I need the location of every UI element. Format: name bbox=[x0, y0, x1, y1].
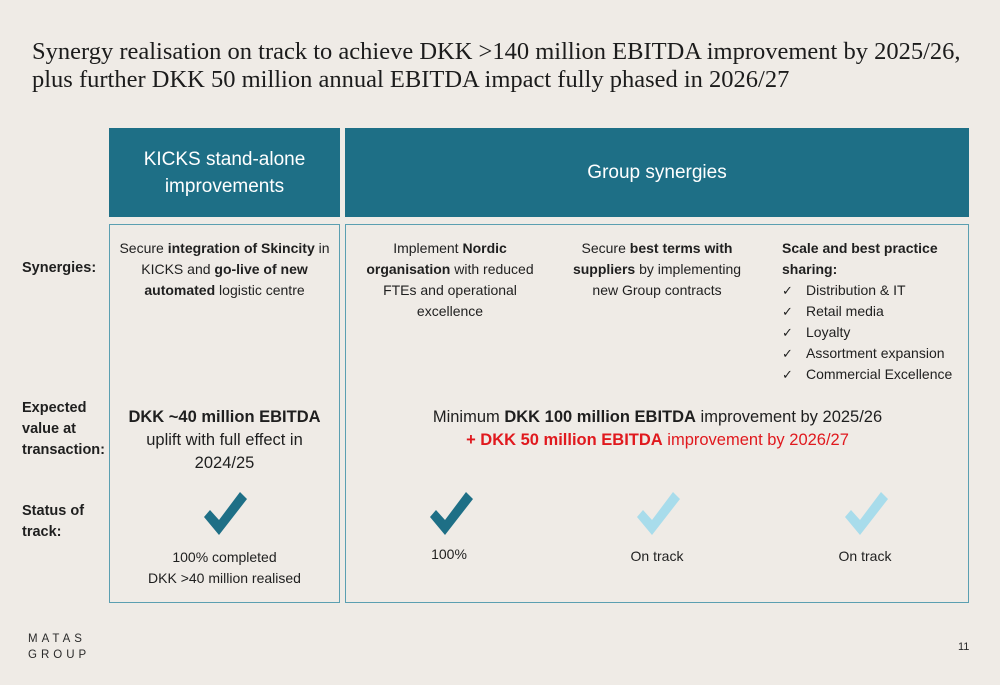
expected-kicks-bold: DKK ~40 million EBITDA bbox=[128, 408, 321, 426]
check-done-icon bbox=[430, 492, 473, 535]
synergy-kicks-b2: go-live of new automated bbox=[144, 261, 308, 298]
synergy-kicks-p3: logistic centre bbox=[215, 282, 305, 298]
row-label-synergies: Synergies: bbox=[22, 260, 97, 276]
header-group-synergies: Group synergies bbox=[345, 128, 969, 217]
checkmark-icon: ✓ bbox=[782, 304, 793, 319]
kicks-panel bbox=[109, 224, 340, 603]
synergy-suppliers-text: Secure best terms with suppliers by impl… bbox=[566, 238, 748, 301]
synergy-nordic-p1: Implement bbox=[393, 240, 463, 256]
checkmark-icon: ✓ bbox=[782, 325, 793, 340]
page-title: Synergy realisation on track to achieve … bbox=[32, 38, 961, 93]
scale-list-item: ✓ Loyalty bbox=[782, 322, 962, 343]
scale-items: ✓ Distribution & IT ✓ Retail media ✓ Loyalty ✓… bbox=[782, 280, 962, 385]
synergy-kicks-b1: integration of Skincity bbox=[167, 240, 315, 256]
scale-list-item: ✓ Commercial Excellence bbox=[782, 364, 962, 385]
scale-list-item-label: Loyalty bbox=[806, 324, 851, 340]
synergy-nordic-b1: Nordic organisation bbox=[366, 240, 507, 277]
expected-kicks-rest: uplift with full effect in 2024/25 bbox=[146, 431, 303, 472]
scale-heading: Scale and best practice sharing: bbox=[782, 240, 938, 277]
group-panel bbox=[345, 224, 969, 603]
matas-group-logo: MATAS GROUP bbox=[28, 631, 90, 663]
scale-list-item: ✓ Retail media bbox=[782, 301, 962, 322]
status-kicks-line1: 100% completed bbox=[172, 549, 277, 565]
synergy-suppliers-p1: Secure bbox=[581, 240, 630, 256]
scale-list-item-label: Retail media bbox=[806, 303, 884, 319]
expected-group-pre: Minimum bbox=[432, 408, 505, 426]
synergy-suppliers-p2: by implementing new Group contracts bbox=[592, 261, 742, 298]
checkmark-icon: ✓ bbox=[782, 283, 793, 298]
status-nordic: 100% bbox=[431, 546, 467, 562]
synergy-kicks-text: Secure integration of Skincity in KICKS … bbox=[118, 238, 331, 301]
expected-group-red-bold: + DKK 50 million EBITDA bbox=[466, 431, 663, 449]
synergy-scale-list: Scale and best practice sharing: ✓ Distri… bbox=[782, 238, 962, 385]
check-on-track-icon bbox=[637, 492, 680, 535]
expected-value-kicks: DKK ~40 million EBITDA uplift with full … bbox=[118, 406, 331, 475]
scale-list-item: ✓ Assortment expansion bbox=[782, 343, 962, 364]
expected-value-group: Minimum DKK 100 million EBITDA improveme… bbox=[360, 406, 955, 452]
expected-group-bold: DKK 100 million EBITDA bbox=[504, 408, 696, 426]
status-suppliers: On track bbox=[630, 548, 684, 564]
logo-line1: MATAS bbox=[28, 633, 86, 645]
status-scale: On track bbox=[838, 548, 892, 564]
scale-list-item-label: Distribution & IT bbox=[806, 282, 906, 298]
status-kicks-line2: DKK >40 million realised bbox=[148, 570, 301, 586]
header-kicks-label: KICKS stand-alone improvements bbox=[143, 148, 306, 197]
checkmark-icon: ✓ bbox=[782, 346, 793, 361]
check-on-track-icon bbox=[845, 492, 888, 535]
scale-list-item: ✓ Distribution & IT bbox=[782, 280, 962, 301]
check-done-icon bbox=[204, 492, 247, 535]
row-label-status: Status of track: bbox=[22, 503, 85, 540]
row-label-expected-value: Expected value at transaction: bbox=[22, 400, 105, 458]
expected-group-red-post: improvement by 2026/27 bbox=[662, 431, 849, 449]
synergy-suppliers-b1: best terms with suppliers bbox=[572, 240, 733, 277]
page-number: 11 bbox=[958, 641, 970, 653]
scale-list-item-label: Assortment expansion bbox=[806, 345, 945, 361]
synergy-nordic-text: Implement Nordic organisation with reduc… bbox=[360, 238, 540, 322]
header-group-label: Group synergies bbox=[587, 162, 727, 183]
synergy-kicks-p1: Secure bbox=[119, 240, 168, 256]
logo-line2: GROUP bbox=[28, 649, 91, 661]
status-kicks: 100% completed DKK >40 million realised bbox=[118, 547, 331, 589]
checkmark-icon: ✓ bbox=[782, 367, 793, 382]
header-kicks: KICKS stand-alone improvements bbox=[109, 128, 340, 217]
scale-list-item-label: Commercial Excellence bbox=[806, 366, 953, 382]
synergy-nordic-p2: with reduced FTEs and operational excell… bbox=[383, 261, 534, 319]
synergy-kicks-p2: in KICKS and bbox=[141, 240, 330, 277]
expected-group-post: improvement by 2025/26 bbox=[695, 408, 883, 426]
